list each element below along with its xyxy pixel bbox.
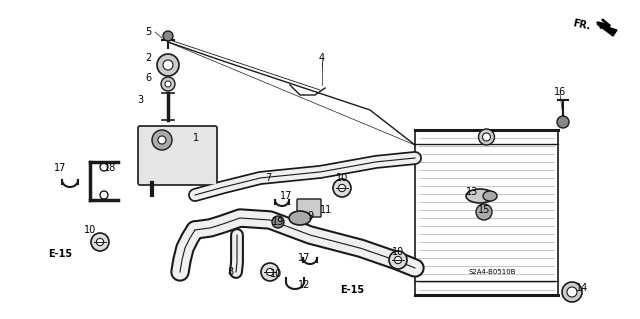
Text: E-15: E-15 (340, 285, 364, 295)
Circle shape (163, 31, 173, 41)
Circle shape (100, 191, 108, 199)
Circle shape (100, 163, 108, 171)
Text: E-15: E-15 (48, 249, 72, 259)
Text: 9: 9 (307, 211, 313, 221)
Circle shape (163, 60, 173, 70)
Circle shape (97, 238, 104, 246)
Circle shape (567, 287, 577, 297)
Ellipse shape (466, 189, 494, 203)
Text: 8: 8 (227, 267, 233, 277)
Circle shape (165, 81, 171, 87)
Text: S2A4-B0510B: S2A4-B0510B (468, 269, 516, 275)
Text: 19: 19 (272, 217, 284, 227)
Text: 15: 15 (478, 205, 490, 215)
Text: 10: 10 (84, 225, 96, 235)
Text: 5: 5 (145, 27, 151, 37)
Circle shape (394, 256, 402, 263)
Text: 6: 6 (145, 73, 151, 83)
Circle shape (161, 77, 175, 91)
Text: 7: 7 (265, 173, 271, 183)
Circle shape (272, 216, 284, 228)
Text: 17: 17 (298, 253, 310, 263)
Circle shape (389, 251, 407, 269)
Text: 3: 3 (137, 95, 143, 105)
Text: FR.: FR. (572, 18, 591, 32)
Polygon shape (597, 24, 617, 36)
Text: 4: 4 (319, 53, 325, 63)
Text: 17: 17 (280, 191, 292, 201)
Text: 18: 18 (104, 163, 116, 173)
Text: 1: 1 (193, 133, 199, 143)
Text: 14: 14 (576, 283, 588, 293)
Circle shape (479, 129, 495, 145)
Ellipse shape (289, 211, 311, 225)
Circle shape (476, 204, 492, 220)
Circle shape (483, 133, 490, 141)
Circle shape (261, 263, 279, 281)
Text: 16: 16 (554, 87, 566, 97)
FancyBboxPatch shape (138, 126, 217, 185)
Circle shape (339, 184, 346, 192)
Circle shape (557, 116, 569, 128)
Text: 17: 17 (54, 163, 66, 173)
Text: 13: 13 (466, 187, 478, 197)
Text: 2: 2 (145, 53, 151, 63)
Circle shape (266, 268, 274, 276)
Circle shape (333, 179, 351, 197)
Text: 10: 10 (270, 269, 282, 279)
FancyBboxPatch shape (297, 199, 321, 217)
Circle shape (562, 282, 582, 302)
Text: 12: 12 (298, 280, 310, 290)
Circle shape (91, 233, 109, 251)
Circle shape (158, 136, 166, 144)
Text: 11: 11 (320, 205, 332, 215)
Circle shape (157, 54, 179, 76)
Ellipse shape (483, 191, 497, 201)
Circle shape (152, 130, 172, 150)
Text: 10: 10 (392, 247, 404, 257)
Text: 10: 10 (336, 173, 348, 183)
